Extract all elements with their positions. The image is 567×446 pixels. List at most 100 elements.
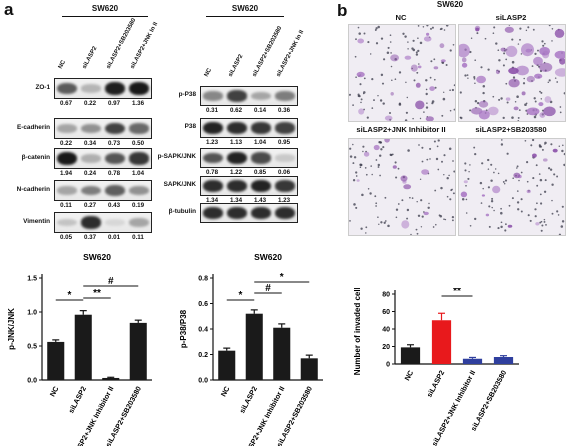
left-blot-quant-value: 0.78 bbox=[107, 170, 121, 177]
right-blot-band bbox=[251, 207, 271, 219]
right-blot-quant-row: 0.78 1.22 0.85 0.06 bbox=[200, 169, 296, 176]
left-blot-band bbox=[105, 219, 125, 226]
right-blot-band bbox=[227, 151, 247, 165]
right-blot-quant-value: 0.85 bbox=[253, 169, 267, 176]
left-blot-quant-row: 1.94 0.24 0.78 1.04 bbox=[54, 170, 150, 177]
bar bbox=[431, 320, 452, 364]
right-blot-band bbox=[203, 91, 223, 101]
left-blot-row-label: E-cadherin bbox=[16, 123, 50, 131]
right-blot-blot-strip bbox=[200, 86, 298, 106]
right-blot-row-label: β-tubulin bbox=[168, 208, 196, 215]
bar bbox=[129, 322, 147, 380]
right-blot-quant-value: 1.04 bbox=[253, 139, 267, 146]
right-blot-quant-value: 0.31 bbox=[205, 107, 219, 114]
right-blot-band bbox=[251, 179, 271, 193]
left-blot-quant-value: 0.22 bbox=[83, 100, 97, 107]
left-blot-band bbox=[129, 123, 149, 134]
left-blot-quant-value: 0.34 bbox=[83, 140, 97, 147]
left-blot-band bbox=[105, 122, 125, 135]
right-blot-band bbox=[227, 122, 247, 134]
right-blot-lane-label: siLASP2+JNK In II bbox=[275, 29, 306, 79]
left-blot-blot-strip bbox=[54, 180, 152, 201]
significance-label: * bbox=[68, 290, 72, 301]
left-blot-quant-row: 0.22 0.34 0.73 0.50 bbox=[54, 140, 150, 147]
left-blot-band bbox=[57, 151, 77, 166]
left-blot-quant-value: 0.27 bbox=[83, 202, 97, 209]
bar bbox=[493, 357, 514, 364]
left-blot-band bbox=[105, 185, 125, 196]
left-blot-lane-label: NC bbox=[57, 59, 68, 70]
right-blot-lane-label: siLASP2 bbox=[227, 53, 245, 78]
left-blot-band bbox=[81, 216, 101, 229]
y-tick-label: 40 bbox=[382, 327, 390, 334]
y-axis-label: p-P38/P38 bbox=[179, 309, 188, 348]
x-tick-label: siLASP2 bbox=[66, 385, 88, 415]
left-blot-quant-value: 1.94 bbox=[59, 170, 73, 177]
right-blot-band bbox=[275, 154, 295, 162]
right-blot-quant-row: 1.23 1.13 1.04 0.95 bbox=[200, 139, 296, 146]
left-blot-band bbox=[57, 124, 77, 133]
micrograph-cells bbox=[459, 25, 565, 121]
right-blot-band bbox=[203, 180, 223, 192]
panel-letter-a: a bbox=[4, 0, 14, 19]
right-blot-quant-value: 1.34 bbox=[205, 197, 219, 204]
y-tick-label: 0.5 bbox=[27, 344, 37, 351]
y-axis-label: p-JNK/JNK bbox=[7, 308, 16, 350]
right-blot-band bbox=[203, 152, 223, 164]
left-blot-lane-label: siLASP2 bbox=[81, 45, 99, 70]
left-blot-band bbox=[129, 152, 149, 165]
y-tick-label: 0.0 bbox=[27, 378, 37, 385]
micrograph-image bbox=[458, 24, 566, 122]
micrograph-label: siLASP2 bbox=[495, 13, 527, 22]
right-blot-quant-value: 0.78 bbox=[205, 169, 219, 176]
bar bbox=[47, 341, 65, 380]
right-blot-blot-strip bbox=[200, 176, 298, 196]
right-blot-quant-value: 1.13 bbox=[229, 139, 243, 146]
chart-title: SW620 bbox=[83, 252, 111, 262]
left-blot-band bbox=[129, 218, 149, 227]
micrograph-image bbox=[348, 24, 456, 122]
right-blot-quant-value: 1.34 bbox=[229, 197, 243, 204]
chart-invaded-cells: 0 20 40 60 80 Number of invaded cells NC siLASP… bbox=[353, 288, 519, 446]
left-blot-blot-strip bbox=[54, 148, 152, 169]
right-blot-quant-value: 0.14 bbox=[253, 107, 267, 114]
right-blot-title-underline bbox=[206, 16, 284, 18]
left-blot-quant-value: 0.97 bbox=[107, 100, 121, 107]
y-tick-label: 0.4 bbox=[198, 327, 208, 334]
left-blot-band bbox=[57, 218, 77, 227]
right-blot-row-label: SAPK/JNK bbox=[163, 181, 196, 188]
right-blot-lane-label: NC bbox=[203, 67, 214, 78]
y-axis-label: Number of invaded cells bbox=[353, 288, 362, 375]
y-tick-label: 1.5 bbox=[27, 276, 37, 283]
right-blot-quant-value: 0.06 bbox=[277, 169, 291, 176]
significance-label: ** bbox=[93, 288, 101, 299]
left-blot-band bbox=[81, 123, 101, 134]
left-blot-row-label: ZO-1 bbox=[35, 83, 50, 91]
right-blot-band bbox=[275, 180, 295, 192]
left-blot-quant-value: 0.05 bbox=[59, 234, 73, 241]
left-blot-quant-row: 0.11 0.27 0.43 0.19 bbox=[54, 202, 150, 209]
left-blot-band bbox=[57, 186, 77, 195]
left-blot-blot-strip bbox=[54, 212, 152, 233]
chart-title: SW620 bbox=[254, 252, 282, 262]
micrograph-image bbox=[458, 138, 566, 236]
bar bbox=[300, 358, 318, 380]
right-blot-band bbox=[203, 121, 223, 135]
y-tick-label: 1.0 bbox=[27, 310, 37, 317]
right-blot-quant-value: 0.95 bbox=[277, 139, 291, 146]
bar bbox=[218, 350, 236, 380]
right-blot-quant-value: 1.43 bbox=[253, 197, 267, 204]
bar bbox=[273, 327, 291, 380]
bar bbox=[245, 313, 263, 380]
left-blot-row-label: Vimentin bbox=[23, 217, 50, 225]
right-blot-row-label: p-P38 bbox=[178, 91, 196, 98]
y-tick-label: 60 bbox=[382, 309, 390, 316]
right-blot-quant-value: 0.36 bbox=[277, 107, 291, 114]
right-blot-row-label: P38 bbox=[184, 123, 196, 130]
right-blot-quant-value: 0.62 bbox=[229, 107, 243, 114]
right-blot-band bbox=[275, 122, 295, 134]
right-blot-band bbox=[251, 122, 271, 134]
right-blot-band bbox=[227, 207, 247, 219]
y-tick-label: 0.0 bbox=[198, 378, 208, 385]
